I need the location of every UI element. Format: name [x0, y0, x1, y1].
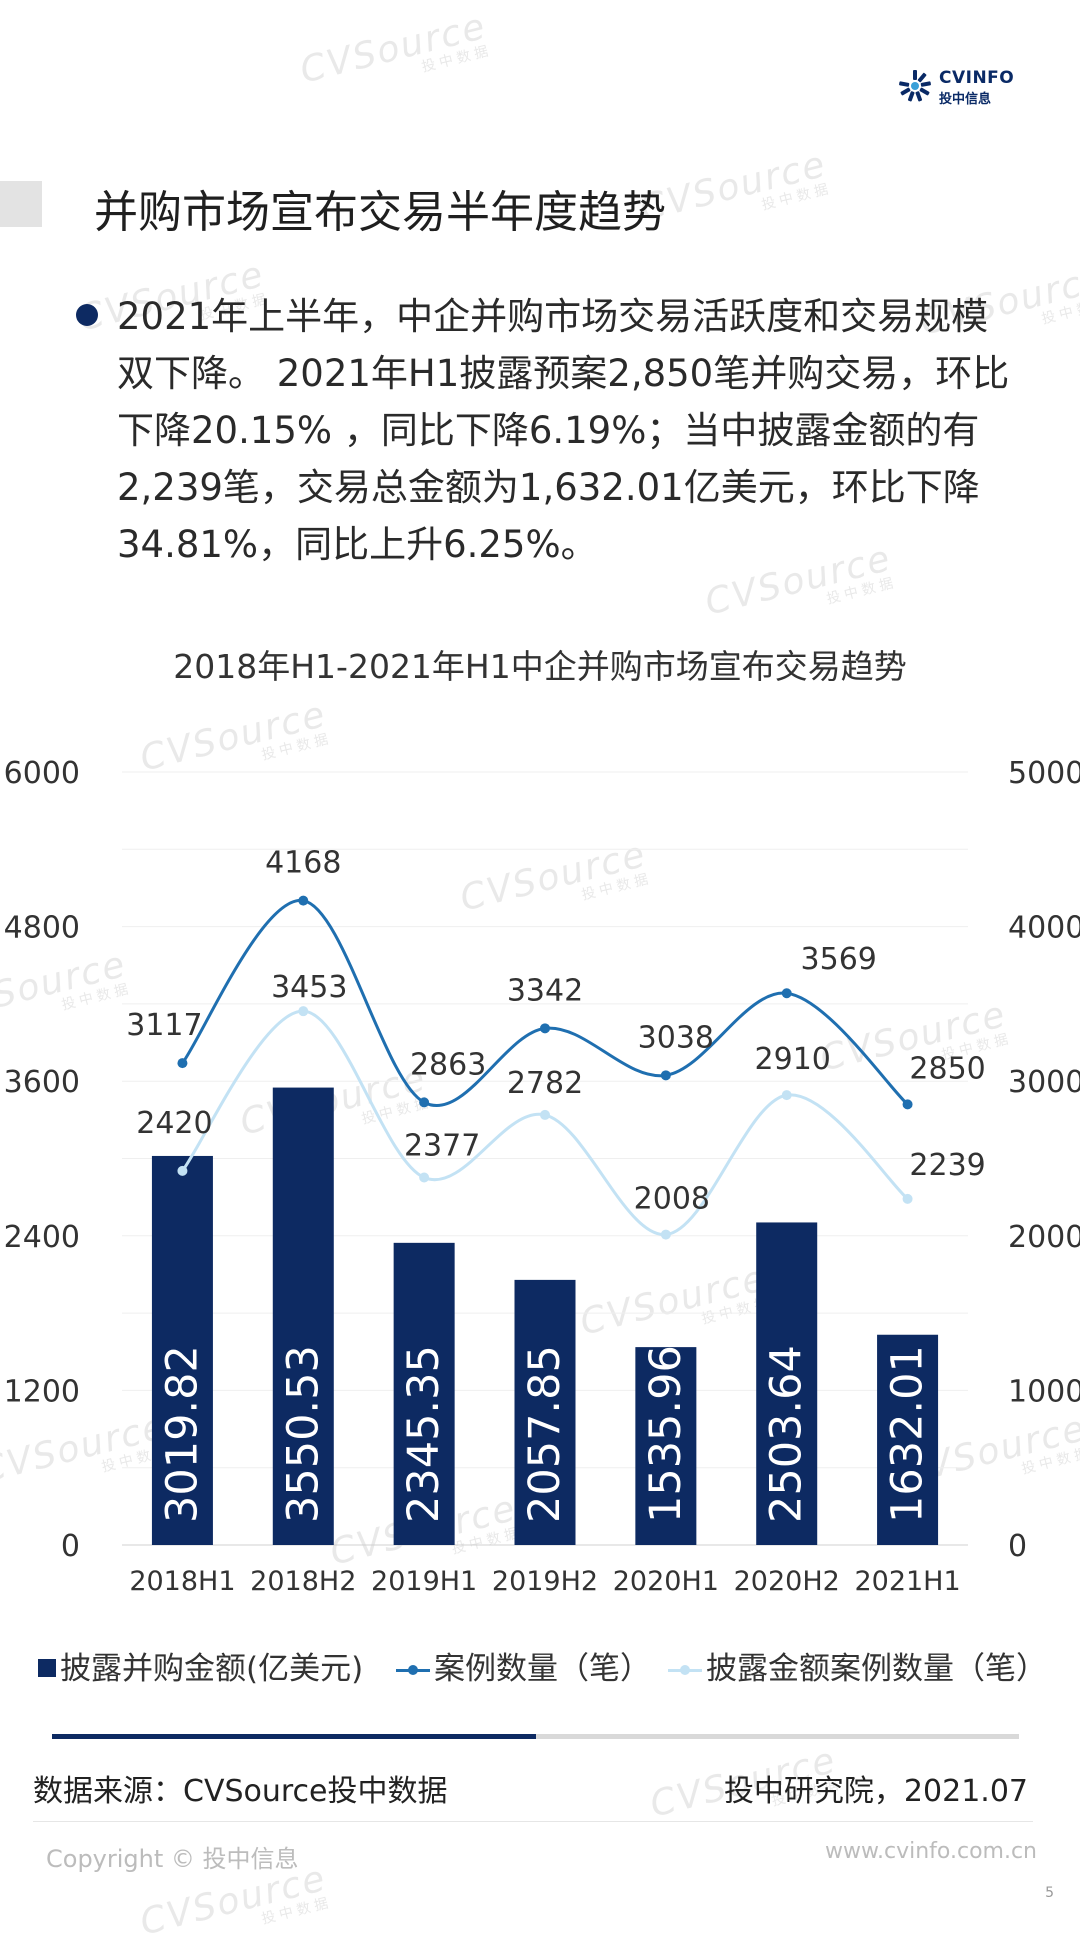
series-point	[419, 1172, 430, 1183]
line-value-label: 2420	[136, 1106, 212, 1141]
bar	[756, 1222, 818, 1545]
bar-value-label: 2503.64	[762, 1345, 812, 1523]
x-tick-label: 2018H2	[250, 1566, 356, 1597]
chart-axes: 0 1200 2400 3600 4800 6000 0 1000 2000 3000 4000 50…	[4, 756, 1080, 1597]
legend-swatch-line	[668, 1659, 702, 1681]
series-point	[177, 1058, 188, 1069]
line-value-label: 3038	[638, 1020, 714, 1055]
bar	[272, 1087, 334, 1545]
title-accent-bar	[0, 181, 42, 227]
y-right-tick-label: 2000	[1008, 1220, 1080, 1255]
footer-rule	[33, 1821, 1033, 1822]
x-tick-label: 2019H1	[371, 1566, 477, 1597]
series-point	[660, 1070, 671, 1081]
series-point	[540, 1109, 550, 1120]
legend-swatch-line	[396, 1659, 430, 1681]
legend-swatch-bar	[38, 1659, 56, 1677]
cvinfo-logo-icon	[899, 70, 931, 102]
series-point	[902, 1099, 913, 1110]
bar	[393, 1242, 455, 1545]
bar-value-label: 3019.82	[157, 1345, 207, 1523]
line-value-label: 3453	[271, 970, 347, 1005]
y-right-tick-label: 5000	[1008, 756, 1080, 791]
y-left-tick-label: 4800	[4, 911, 80, 946]
chart-lines	[177, 895, 913, 1240]
bar-value-label: 2345.35	[399, 1345, 449, 1523]
bar	[514, 1279, 576, 1545]
line-value-label: 3569	[801, 942, 877, 977]
x-tick-label: 2020H1	[613, 1566, 719, 1597]
line-value-label: 2377	[404, 1129, 480, 1164]
bar-value-label: 3550.53	[278, 1345, 328, 1523]
line-value-label: 2910	[755, 1042, 831, 1077]
section-divider-progress	[52, 1734, 536, 1739]
y-left-tick-label: 3600	[4, 1065, 80, 1100]
y-left-tick-label: 2400	[4, 1220, 80, 1255]
series-point	[540, 1023, 550, 1034]
series-point	[781, 988, 792, 999]
line-value-label: 2850	[909, 1051, 985, 1086]
x-tick-label: 2018H1	[129, 1566, 235, 1597]
series-point	[902, 1193, 913, 1204]
y-left-tick-label: 1200	[4, 1374, 80, 1409]
bar-value-label: 2057.85	[520, 1345, 570, 1523]
line-value-label: 3117	[126, 1008, 202, 1043]
series-point	[177, 1165, 188, 1176]
series-point	[419, 1097, 430, 1108]
copyright: Copyright © 投中信息	[46, 1845, 299, 1873]
line-value-label: 2782	[507, 1066, 583, 1101]
chart-title: 2018年H1-2021年H1中企并购市场宣布交易趋势	[173, 647, 907, 686]
series-point	[298, 895, 309, 906]
series-point	[781, 1090, 792, 1101]
legend-item-bar: 披露并购金额(亿美元)	[38, 1647, 363, 1691]
institute-date: 投中研究院，2021.07	[723, 1774, 1028, 1809]
logo-brand: CVINFO	[939, 68, 1015, 88]
line-value-label: 2239	[909, 1148, 985, 1183]
line-value-label: 2008	[634, 1182, 710, 1217]
bar	[877, 1334, 939, 1545]
cvinfo-logo: CVINFO 投中信息	[897, 66, 1037, 110]
y-left-tick-label: 0	[61, 1529, 80, 1564]
bullet-dot	[76, 304, 98, 326]
bar-value-label: 1535.96	[641, 1345, 691, 1523]
line-value-label: 4168	[265, 846, 341, 881]
line-value-label: 2863	[410, 1047, 486, 1082]
legend-label: 披露并购金额(亿美元)	[60, 1651, 364, 1687]
x-tick-label: 2019H2	[492, 1566, 598, 1597]
chart-labels: 3019.82 3550.53 2345.35 2057.85 1535.96 2503.…	[126, 846, 986, 1523]
summary-paragraph: 2021年上半年，中企并购市场交易活跃度和交易规模双下降。 2021年H1披露预…	[117, 295, 1010, 566]
series-point	[660, 1229, 671, 1240]
website-link[interactable]: www.cvinfo.com.cn	[825, 1839, 1037, 1864]
page-title: 并购市场宣布交易半年度趋势	[94, 187, 666, 238]
bar	[635, 1347, 697, 1545]
y-right-tick-label: 0	[1008, 1529, 1027, 1564]
combo-chart: 3019.82 3550.53 2345.35 2057.85 1535.96 2503.…	[4, 756, 1080, 1597]
series-point	[298, 1006, 309, 1017]
data-source: 数据来源：CVSource投中数据	[33, 1774, 448, 1809]
legend-item-line-1: 案例数量（笔）	[396, 1647, 651, 1691]
bar	[151, 1155, 213, 1545]
legend-item-line-2: 披露金额案例数量（笔）	[668, 1647, 1047, 1691]
x-tick-label: 2020H2	[734, 1566, 840, 1597]
logo-brand-sub: 投中信息	[939, 92, 992, 107]
legend-label: 披露金额案例数量（笔）	[706, 1651, 1047, 1687]
bar-value-label: 1632.01	[883, 1345, 933, 1523]
chart-bars	[151, 1087, 939, 1545]
y-right-tick-label: 1000	[1008, 1374, 1080, 1409]
y-right-tick-label: 4000	[1008, 911, 1080, 946]
legend-label: 案例数量（笔）	[434, 1651, 651, 1687]
chart-legend: 披露并购金额(亿美元) 案例数量（笔） 披露金额案例数量（笔）	[38, 1647, 1068, 1691]
x-tick-label: 2021H1	[854, 1566, 960, 1597]
page-number: 5	[1045, 1885, 1054, 1901]
line-value-label: 3342	[507, 973, 583, 1008]
y-left-tick-label: 6000	[4, 756, 80, 791]
y-right-tick-label: 3000	[1008, 1065, 1080, 1100]
